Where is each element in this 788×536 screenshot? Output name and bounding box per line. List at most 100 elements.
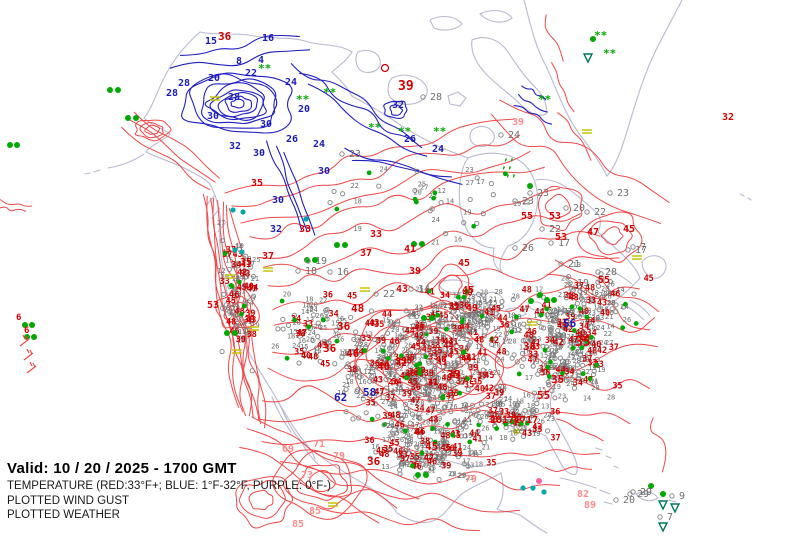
svg-text:24: 24 <box>285 77 297 88</box>
svg-text:18: 18 <box>433 394 441 402</box>
svg-text:22: 22 <box>415 410 423 418</box>
drizzle-dot-icon <box>541 489 547 495</box>
svg-text:18: 18 <box>349 366 357 374</box>
svg-text:44: 44 <box>498 314 508 324</box>
svg-text:23: 23 <box>387 372 395 380</box>
snow-asterisk-icon: ** <box>538 93 551 106</box>
green-station-dot <box>22 322 28 328</box>
svg-text:47: 47 <box>247 284 257 294</box>
svg-text:28: 28 <box>406 366 414 374</box>
svg-text:28: 28 <box>603 290 611 298</box>
svg-text:23: 23 <box>491 400 499 408</box>
svg-text:26: 26 <box>271 343 279 351</box>
svg-text:45: 45 <box>430 311 440 321</box>
svg-text:24: 24 <box>292 342 300 350</box>
svg-text:41: 41 <box>466 353 476 363</box>
svg-text:13: 13 <box>541 403 549 411</box>
svg-text:35: 35 <box>294 348 304 358</box>
svg-text:13: 13 <box>566 337 574 345</box>
svg-text:21: 21 <box>354 368 362 376</box>
svg-text:21: 21 <box>369 372 377 380</box>
green-station-dot <box>537 292 543 298</box>
svg-text:25: 25 <box>415 285 423 293</box>
svg-text:26: 26 <box>498 386 506 394</box>
svg-text:27: 27 <box>579 338 587 346</box>
svg-text:33: 33 <box>587 359 597 369</box>
svg-text:9: 9 <box>679 491 685 502</box>
svg-text:13: 13 <box>456 425 464 433</box>
snow-asterisk-icon: ** <box>603 47 616 60</box>
svg-text:19: 19 <box>383 364 391 372</box>
svg-text:40: 40 <box>579 307 589 317</box>
svg-text:82: 82 <box>577 489 589 500</box>
svg-text:17: 17 <box>502 338 510 346</box>
svg-text:15: 15 <box>225 256 233 264</box>
svg-text:42: 42 <box>597 346 607 356</box>
svg-text:26: 26 <box>558 364 566 372</box>
svg-text:45: 45 <box>438 311 448 321</box>
svg-text:48: 48 <box>365 319 375 329</box>
svg-text:39: 39 <box>236 335 246 345</box>
svg-text:28: 28 <box>573 357 581 365</box>
svg-text:24: 24 <box>568 337 576 345</box>
svg-text:19: 19 <box>532 430 540 438</box>
svg-text:48: 48 <box>235 307 245 317</box>
svg-text:15: 15 <box>556 308 564 316</box>
svg-text:17: 17 <box>439 364 447 372</box>
svg-text:22: 22 <box>417 372 425 380</box>
svg-text:28: 28 <box>411 414 419 422</box>
svg-text:19: 19 <box>578 338 586 346</box>
svg-text:41: 41 <box>241 260 251 270</box>
svg-text:15: 15 <box>555 333 563 341</box>
haze-lines-icon <box>263 267 273 272</box>
svg-text:45: 45 <box>320 360 330 370</box>
green-station-dot <box>528 298 534 304</box>
svg-text:24: 24 <box>414 423 422 431</box>
svg-text:34: 34 <box>379 359 389 369</box>
svg-text:17: 17 <box>445 345 453 353</box>
svg-text:28: 28 <box>485 317 493 325</box>
svg-text:27: 27 <box>442 367 450 375</box>
svg-text:26: 26 <box>578 309 586 317</box>
svg-text:33: 33 <box>532 425 542 435</box>
svg-text:48: 48 <box>585 283 595 293</box>
svg-text:18: 18 <box>403 437 411 445</box>
svg-text:28: 28 <box>416 399 424 407</box>
svg-text:12: 12 <box>409 323 417 331</box>
svg-text:17: 17 <box>451 333 459 341</box>
svg-text:23: 23 <box>387 347 395 355</box>
svg-text:44: 44 <box>451 370 461 380</box>
svg-text:19: 19 <box>235 242 243 250</box>
svg-text:22: 22 <box>245 68 257 79</box>
svg-text:16: 16 <box>522 348 530 356</box>
svg-text:43: 43 <box>246 315 256 325</box>
svg-text:41: 41 <box>531 339 541 349</box>
svg-text:20: 20 <box>592 314 600 322</box>
svg-text:26: 26 <box>548 352 556 360</box>
green-station-dot <box>232 330 238 336</box>
svg-text:34: 34 <box>231 261 241 271</box>
svg-text:19: 19 <box>478 296 486 304</box>
svg-text:20: 20 <box>601 285 609 293</box>
svg-text:27: 27 <box>399 453 407 461</box>
svg-text:25: 25 <box>487 310 495 318</box>
svg-text:25: 25 <box>414 392 422 400</box>
svg-text:18: 18 <box>305 295 313 303</box>
svg-text:23: 23 <box>369 362 377 370</box>
svg-text:37: 37 <box>262 251 274 262</box>
svg-text:43: 43 <box>443 337 453 347</box>
svg-text:43: 43 <box>396 284 408 295</box>
svg-text:26: 26 <box>623 316 631 324</box>
svg-text:14: 14 <box>542 369 550 377</box>
svg-text:16: 16 <box>590 379 598 387</box>
svg-text:53: 53 <box>207 300 219 311</box>
svg-text:17: 17 <box>481 309 489 317</box>
svg-text:85: 85 <box>309 506 321 517</box>
svg-text:23: 23 <box>320 339 328 347</box>
green-station-dot <box>429 315 435 321</box>
svg-text:24: 24 <box>470 308 478 316</box>
svg-text:62: 62 <box>334 391 347 404</box>
svg-text:22: 22 <box>486 411 494 419</box>
svg-text:23: 23 <box>437 318 445 326</box>
svg-text:14: 14 <box>469 328 477 336</box>
